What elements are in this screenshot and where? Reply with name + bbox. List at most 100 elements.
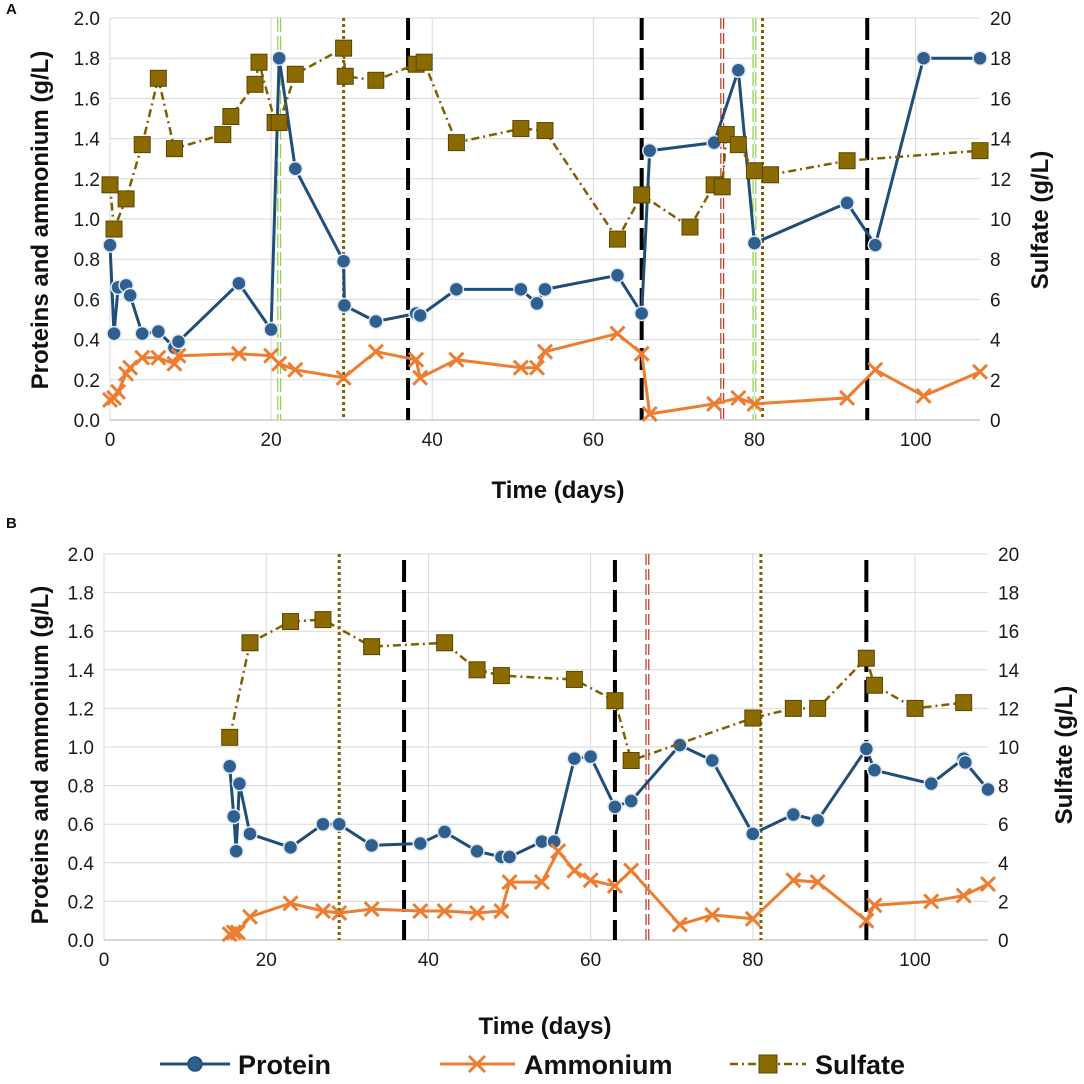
protein-data-point	[412, 307, 428, 324]
protein-data-point	[972, 50, 988, 66]
sulfate-data-point	[809, 699, 827, 717]
sulfate-data-point	[744, 709, 762, 727]
protein-data-point	[368, 313, 384, 330]
ammonium-data-point	[623, 862, 640, 879]
panel-b-left-y-axis-label: Proteins and ammonium (g/L)	[27, 586, 54, 925]
protein-data-point	[980, 781, 996, 798]
ammonium-data-point	[606, 877, 623, 895]
legend-ammonium-label: Ammonium	[524, 1050, 673, 1080]
protein-data-point	[331, 816, 347, 832]
x-tick-label: 0	[105, 430, 116, 451]
panel-b-right-y-axis-label: Sulfate (g/L)	[1051, 686, 1078, 825]
protein-data-point	[231, 775, 248, 792]
protein-data-point	[134, 325, 150, 342]
right-y-tick-label: 18	[990, 49, 1011, 70]
sulfate-data-point	[270, 114, 288, 132]
legend-sulfate-label: Sulfate	[815, 1050, 905, 1080]
sulfate-data-point	[906, 699, 924, 717]
sulfate-data-point	[149, 69, 167, 87]
right-y-tick-label: 18	[998, 584, 1019, 605]
left-y-tick-label: 0.4	[74, 331, 101, 352]
sulfate-data-point	[214, 126, 232, 144]
protein-data-point	[150, 323, 167, 340]
sulfate-data-point	[745, 162, 763, 180]
left-y-tick-label: 1.6	[74, 89, 100, 110]
ammonium-data-point	[363, 901, 380, 918]
sulfate-data-point	[512, 120, 530, 138]
x-tick-label: 80	[744, 430, 765, 451]
ammonium-data-point	[271, 355, 288, 372]
ammonium-data-point	[134, 349, 151, 366]
panel-letter-a: A	[6, 1, 17, 18]
sulfate-data-point	[335, 39, 353, 57]
left-y-tick-label: 1.2	[68, 699, 94, 720]
x-tick-label: 60	[580, 950, 601, 971]
legend-sulfate-marker	[758, 1054, 778, 1074]
ammonium-data-point	[528, 359, 546, 376]
ammonium-data-point	[706, 395, 723, 412]
sulfate-data-point	[633, 186, 651, 204]
ammonium-data-point	[867, 361, 884, 378]
protein-data-point	[641, 142, 658, 159]
x-tick-label: 60	[583, 430, 604, 451]
sulfate-data-point	[971, 142, 989, 160]
ammonium-data-point	[641, 405, 658, 423]
ammonium-data-point	[501, 874, 518, 891]
protein-data-point	[867, 237, 884, 253]
ammonium-data-point	[979, 875, 997, 893]
ammonium-data-point	[550, 843, 567, 860]
protein-data-point	[271, 50, 287, 66]
protein-data-point	[582, 748, 599, 765]
ammonium-data-point	[166, 355, 183, 372]
right-y-tick-label: 4	[998, 854, 1009, 875]
ammonium-data-point	[109, 383, 127, 400]
right-y-tick-label: 10	[990, 210, 1011, 231]
ammonium-data-point	[704, 906, 721, 923]
sulfate-data-point	[367, 71, 385, 89]
x-tick-label: 20	[261, 430, 282, 451]
protein-data-point	[746, 235, 763, 251]
panel-a-plot: 0.0 0.2 0.4 0.6 0.8 1.0 1.2 1.4 1.6 1.8 2.0 0 2 4 6 8 10…	[74, 9, 1012, 451]
left-y-tick-label: 1.6	[68, 622, 94, 643]
ammonium-data-point	[150, 349, 167, 366]
sulfate-data-point	[681, 218, 699, 236]
sulfate-data-point	[241, 634, 259, 652]
ammonium-data-point	[915, 387, 932, 404]
ammonium-data-point	[335, 369, 352, 386]
left-y-tick-label: 1.2	[74, 170, 100, 191]
left-y-tick-label: 1.8	[68, 584, 94, 605]
ammonium-data-point	[955, 887, 972, 904]
sulfate-data-point	[250, 53, 268, 71]
right-y-tick-label: 0	[990, 411, 1001, 432]
protein-data-point	[745, 826, 761, 842]
ammonium-data-point	[533, 874, 551, 891]
sulfate-data-point	[133, 136, 151, 154]
legend-protein: Protein	[160, 1050, 331, 1080]
x-tick-label: 0	[99, 950, 110, 971]
ammonium-data-point	[858, 912, 875, 929]
x-tick-label: 40	[422, 430, 443, 451]
sulfate-data-point	[221, 728, 239, 746]
x-tick-label: 20	[256, 950, 277, 971]
sulfate-data-point	[447, 134, 465, 152]
sulfate-data-point	[784, 699, 802, 717]
ammonium-data-point	[866, 897, 883, 914]
sulfate-data-point	[105, 220, 123, 238]
protein-data-point	[623, 793, 639, 809]
protein-data-point	[469, 843, 485, 859]
sulfate-data-point	[117, 190, 135, 208]
sulfate-data-point	[165, 140, 183, 158]
protein-data-point	[566, 750, 583, 767]
protein-data-point	[412, 835, 429, 852]
ammonium-data-point	[469, 904, 486, 922]
left-y-tick-label: 0.0	[68, 931, 94, 952]
left-y-tick-label: 0.8	[68, 777, 94, 798]
sulfate-data-point	[609, 230, 626, 248]
legend-sulfate: Sulfate	[730, 1050, 905, 1080]
left-y-tick-label: 0.2	[74, 371, 100, 392]
ammonium-data-point	[287, 361, 304, 378]
ammonium-data-point	[809, 874, 826, 891]
sulfate-data-point	[468, 661, 486, 679]
ammonium-data-point	[493, 902, 510, 920]
protein-data-point	[957, 754, 974, 771]
